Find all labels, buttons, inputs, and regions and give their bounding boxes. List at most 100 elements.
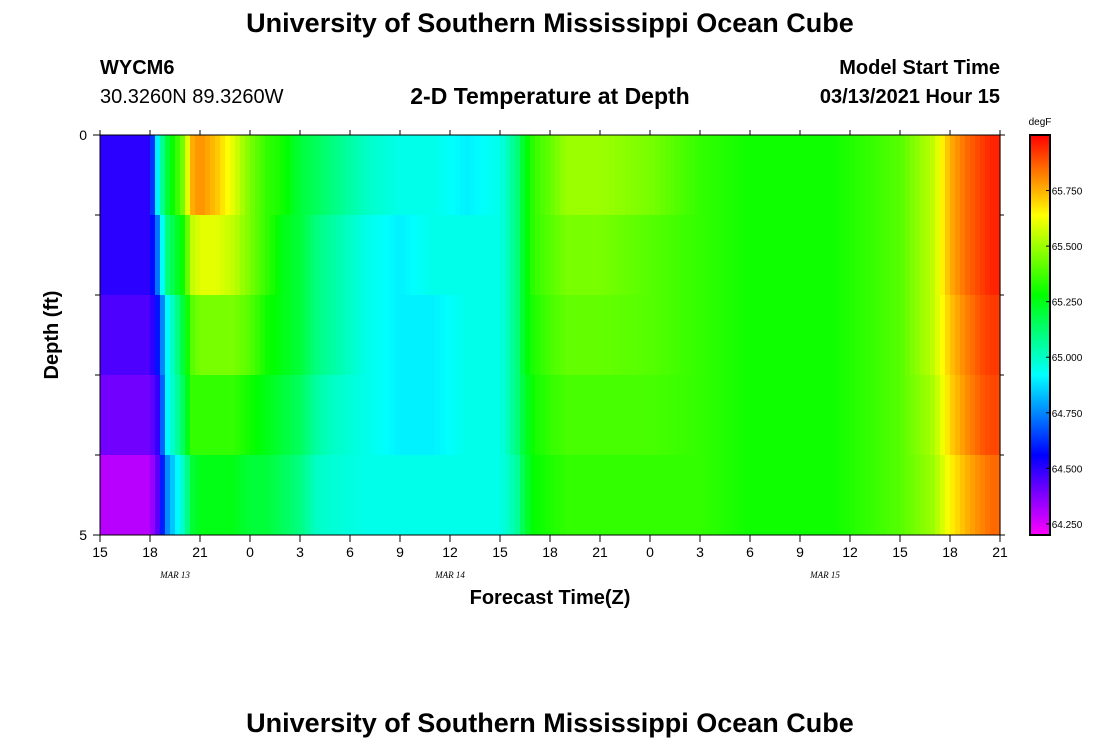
heatmap-cell xyxy=(975,215,981,296)
heatmap-cell xyxy=(870,375,876,456)
heatmap-cell xyxy=(690,375,696,456)
heatmap-cell xyxy=(625,455,631,536)
heatmap-cell xyxy=(930,455,936,536)
heatmap-cell xyxy=(485,295,491,376)
heatmap-cell xyxy=(500,295,506,376)
heatmap-cell xyxy=(775,215,781,296)
colorbar-unit-label: degF xyxy=(1029,117,1052,128)
heatmap-cell xyxy=(470,135,476,216)
plot-title: 2-D Temperature at Depth xyxy=(410,83,690,109)
heatmap-cell xyxy=(640,375,646,456)
page-title: University of Southern Mississippi Ocean… xyxy=(246,8,854,38)
heatmap-cell xyxy=(245,215,251,296)
heatmap-cell xyxy=(530,215,536,296)
heatmap-cell xyxy=(680,215,686,296)
heatmap-cell xyxy=(245,375,251,456)
station-id: WYCM6 xyxy=(100,57,175,79)
heatmap-cell xyxy=(975,295,981,376)
heatmap-cell xyxy=(465,375,471,456)
model-start-time: 03/13/2021 Hour 15 xyxy=(819,86,1000,108)
heatmap-cell xyxy=(725,455,731,536)
heatmap-cell xyxy=(120,215,126,296)
heatmap-cell xyxy=(365,215,371,296)
heatmap-cell xyxy=(150,215,156,296)
heatmap-cell xyxy=(150,375,156,456)
heatmap-cell xyxy=(225,135,231,216)
heatmap-cell xyxy=(430,455,436,536)
heatmap-cell xyxy=(245,135,251,216)
heatmap-cell xyxy=(690,215,696,296)
heatmap-cell xyxy=(990,295,996,376)
heatmap-cell xyxy=(895,375,901,456)
x-tick-label: 15 xyxy=(492,544,508,560)
heatmap-cell xyxy=(360,295,366,376)
heatmap-cell xyxy=(905,375,911,456)
heatmap-cell xyxy=(720,455,726,536)
heatmap-cell xyxy=(845,455,851,536)
heatmap-cell xyxy=(200,375,206,456)
footer-title: University of Southern Mississippi Ocean… xyxy=(246,708,854,738)
heatmap-cell xyxy=(940,295,946,376)
heatmap-cell xyxy=(170,215,176,296)
heatmap-cell xyxy=(930,215,936,296)
heatmap-cell xyxy=(865,135,871,216)
heatmap-cell xyxy=(905,215,911,296)
heatmap-cell xyxy=(250,455,256,536)
heatmap-cell xyxy=(815,135,821,216)
heatmap-cell xyxy=(350,135,356,216)
heatmap-cell xyxy=(585,295,591,376)
heatmap-cell xyxy=(275,135,281,216)
heatmap-cell xyxy=(645,455,651,536)
heatmap-cell xyxy=(460,295,466,376)
heatmap-cell xyxy=(170,455,176,536)
heatmap-cell xyxy=(370,455,376,536)
heatmap-cell xyxy=(455,455,461,536)
heatmap-cell xyxy=(550,215,556,296)
heatmap-cell xyxy=(160,455,166,536)
heatmap-cell xyxy=(970,135,976,216)
heatmap-cell xyxy=(320,135,326,216)
heatmap-cell xyxy=(270,215,276,296)
heatmap-cell xyxy=(815,455,821,536)
heatmap-cell xyxy=(970,295,976,376)
heatmap-cell xyxy=(595,135,601,216)
heatmap-cell xyxy=(795,295,801,376)
heatmap-cell xyxy=(585,455,591,536)
heatmap-cell xyxy=(945,375,951,456)
heatmap-cell xyxy=(700,455,706,536)
heatmap-cell xyxy=(415,295,421,376)
heatmap-cell xyxy=(765,135,771,216)
heatmap-cell xyxy=(555,455,561,536)
heatmap-cell xyxy=(720,135,726,216)
heatmap-cell xyxy=(420,455,426,536)
heatmap-cell xyxy=(200,135,206,216)
heatmap-cell xyxy=(900,375,906,456)
heatmap-cell xyxy=(890,455,896,536)
heatmap-cell xyxy=(650,375,656,456)
heatmap-cell xyxy=(700,375,706,456)
heatmap-cell xyxy=(440,375,446,456)
heatmap-cell xyxy=(920,135,926,216)
heatmap-cell xyxy=(775,135,781,216)
heatmap-cell xyxy=(415,135,421,216)
heatmap-cell xyxy=(730,215,736,296)
heatmap-cell xyxy=(140,215,146,296)
heatmap-cell xyxy=(535,135,541,216)
heatmap-cell xyxy=(405,375,411,456)
heatmap-cell xyxy=(185,135,191,216)
heatmap-cell xyxy=(715,455,721,536)
heatmap-cell xyxy=(320,375,326,456)
heatmap-cell xyxy=(290,215,296,296)
heatmap-cell xyxy=(630,455,636,536)
heatmap-cell xyxy=(225,375,231,456)
heatmap-cell xyxy=(470,215,476,296)
heatmap-cell xyxy=(330,455,336,536)
heatmap-cell xyxy=(805,295,811,376)
heatmap-cell xyxy=(485,455,491,536)
heatmap-cell xyxy=(275,455,281,536)
heatmap-cell xyxy=(600,295,606,376)
heatmap-cell xyxy=(945,135,951,216)
heatmap-cell xyxy=(590,135,596,216)
heatmap-cell xyxy=(190,295,196,376)
